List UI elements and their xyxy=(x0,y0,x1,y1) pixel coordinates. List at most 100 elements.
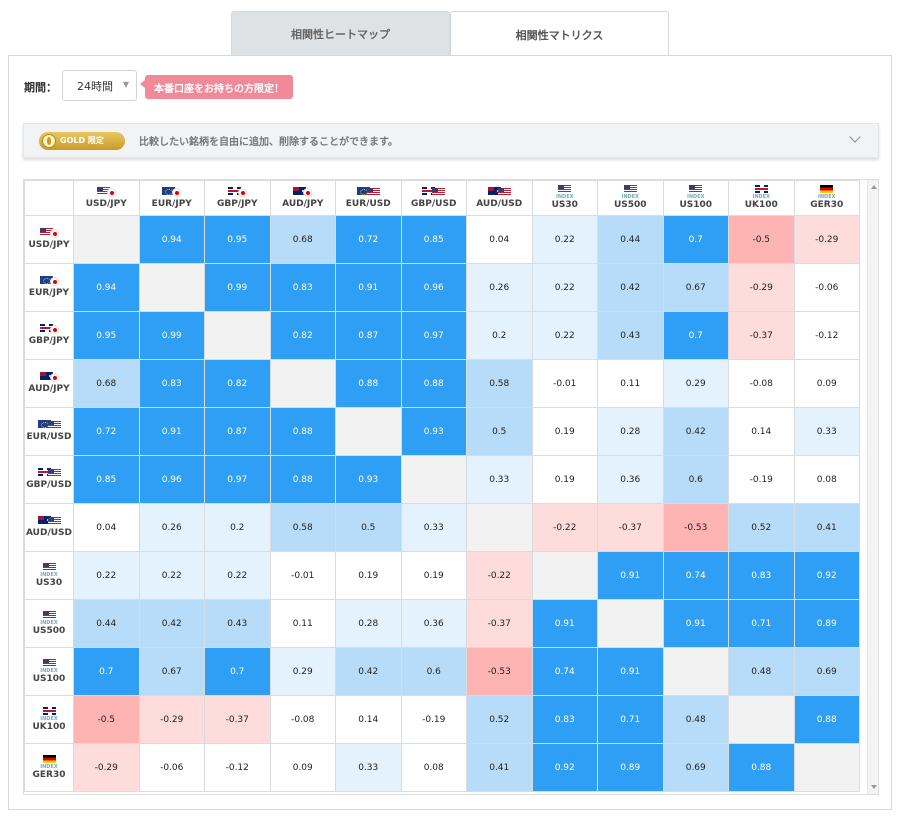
matrix-cell: 0.2 xyxy=(466,311,533,360)
column-header-label: GBP/JPY xyxy=(216,198,258,209)
matrix-cell: 0.04 xyxy=(73,503,140,552)
matrix-cell: 0.83 xyxy=(728,551,795,600)
matrix-cell: -0.29 xyxy=(73,743,140,792)
matrix-cell: 0.33 xyxy=(466,455,533,504)
matrix-cell: 0.19 xyxy=(400,551,467,600)
instrument-sub: INDEX xyxy=(40,571,58,578)
matrix-cell: 0.93 xyxy=(335,455,402,504)
flag-icon xyxy=(39,372,59,382)
table-row: EUR/JPY 0.94 0.99 0.83 0.91 0.96 0.26 0.22 0.42 0… xyxy=(24,263,860,312)
matrix-cell: 0.71 xyxy=(728,599,795,648)
matrix-cell: 0.88 xyxy=(400,359,467,408)
column-header-label: EUR/JPY xyxy=(151,198,192,209)
vertical-scrollbar[interactable] xyxy=(867,180,878,794)
flag-icon xyxy=(487,186,511,196)
matrix-cell: 0.14 xyxy=(335,695,402,744)
period-select[interactable]: 24時間 ▼ xyxy=(62,70,137,101)
matrix-cell: 0.83 xyxy=(531,695,598,744)
matrix-cell: 0.11 xyxy=(597,359,664,408)
scroll-down-icon[interactable] xyxy=(871,785,877,789)
row-header-label: GER30 xyxy=(32,769,66,780)
matrix-cell: 0.88 xyxy=(269,407,336,456)
matrix-cell: -0.37 xyxy=(204,695,271,744)
matrix-cell-diagonal xyxy=(728,695,795,744)
matrix-cell: 0.69 xyxy=(662,743,729,792)
matrix-cell: 0.48 xyxy=(728,647,795,696)
tab-heatmap[interactable]: 相関性ヒートマップ xyxy=(231,11,450,56)
matrix-cell: 0.85 xyxy=(400,215,467,264)
column-header-label: GBP/USD xyxy=(411,198,457,209)
matrix-cell: 0.26 xyxy=(138,503,205,552)
instrument-sub: INDEX xyxy=(621,194,639,200)
matrix-cell: -0.37 xyxy=(597,503,664,552)
matrix-cell: -0.01 xyxy=(269,551,336,600)
matrix-cell: 0.42 xyxy=(662,407,729,456)
matrix-cell: 0.43 xyxy=(204,599,271,648)
row-header: EUR/USD xyxy=(24,407,74,456)
column-header-label: US30 xyxy=(551,200,578,210)
matrix-cell: 0.7 xyxy=(662,311,729,360)
row-header: INDEX GER30 xyxy=(24,743,74,792)
flag-icon xyxy=(37,420,61,429)
matrix-cell: 0.22 xyxy=(204,551,271,600)
matrix-cell: 0.33 xyxy=(400,503,467,552)
matrix-cell: 0.09 xyxy=(793,359,860,408)
matrix-cell: 0.83 xyxy=(138,359,205,408)
matrix-cell: 0.33 xyxy=(793,407,860,456)
flag-icon xyxy=(39,276,59,286)
row-header-label: GBP/USD xyxy=(26,480,72,490)
matrix-cell: 0.14 xyxy=(728,407,795,456)
matrix-cell-diagonal xyxy=(597,599,664,648)
matrix-cell-diagonal xyxy=(793,743,860,792)
matrix-cell-diagonal xyxy=(73,215,140,264)
row-header: INDEX US100 xyxy=(24,647,74,696)
table-row: INDEX US500 0.44 0.42 0.43 0.11 0.28 0.36 -0.37 0… xyxy=(24,599,860,648)
row-header-label: UK100 xyxy=(32,721,66,732)
flag-icon xyxy=(558,185,572,194)
matrix-cell: 0.87 xyxy=(335,311,402,360)
matrix-cell: 0.95 xyxy=(204,215,271,264)
tab-matrix[interactable]: 相関性マトリクス xyxy=(450,11,669,57)
table-row: USD/JPY 0.94 0.95 0.68 0.72 0.85 0.04 0.22 0.44 0… xyxy=(24,215,860,264)
row-header-label: US500 xyxy=(32,625,66,636)
matrix-cell: -0.5 xyxy=(73,695,140,744)
matrix-cell: 0.88 xyxy=(728,743,795,792)
matrix-cell: -0.53 xyxy=(466,647,533,696)
instrument-sub: INDEX xyxy=(687,194,705,200)
flag-icon xyxy=(623,185,637,194)
flag-icon xyxy=(39,228,59,238)
gold-feature-text: 比較したい銘柄を自由に追加、削除することができます。 xyxy=(139,137,398,148)
column-header: AUD/JPY xyxy=(269,180,336,216)
matrix-cell: 0.93 xyxy=(400,407,467,456)
scroll-up-icon[interactable] xyxy=(871,185,877,189)
matrix-cell: 0.94 xyxy=(73,263,140,312)
matrix-cell: 0.29 xyxy=(662,359,729,408)
chevron-down-icon[interactable] xyxy=(849,131,861,143)
row-header-label: US30 xyxy=(35,577,63,588)
row-header-label: EUR/USD xyxy=(26,432,72,442)
gold-feature-bar[interactable]: GOLD 限定 比較したい銘柄を自由に追加、削除することができます。 xyxy=(23,123,879,158)
table-row: GBP/JPY 0.95 0.99 0.82 0.87 0.97 0.2 0.22 0.43 0.… xyxy=(24,311,860,360)
row-header-label: AUD/USD xyxy=(25,528,72,538)
flag-icon xyxy=(39,324,59,334)
table-row: EUR/USD 0.72 0.91 0.87 0.88 0.93 0.5 0.19 0.28 0.… xyxy=(24,407,860,456)
matrix-cell: 0.36 xyxy=(597,455,664,504)
flag-icon xyxy=(42,610,56,620)
column-header: INDEX US30 xyxy=(531,180,598,216)
matrix-panel: 期間： 24時間 ▼ 本番口座をお持ちの方限定！ GOLD 限定 比較したい銘柄… xyxy=(8,55,892,810)
flag-icon xyxy=(42,658,56,668)
matrix-cell: -0.12 xyxy=(204,743,271,792)
matrix-cell: 0.91 xyxy=(662,599,729,648)
flag-icon xyxy=(37,468,61,477)
matrix-cell: -0.12 xyxy=(793,311,860,360)
matrix-cell: 0.42 xyxy=(597,263,664,312)
matrix-cell: 0.08 xyxy=(793,455,860,504)
table-row: AUD/USD 0.04 0.26 0.2 0.58 0.5 0.33 -0.22 -0.37-… xyxy=(24,503,860,552)
flag-icon xyxy=(37,516,61,525)
matrix-cell: -0.29 xyxy=(728,263,795,312)
table-row: INDEX US30 0.22 0.22 0.22 -0.01 0.19 0.19 -0.22 0… xyxy=(24,551,860,600)
instrument-sub: INDEX xyxy=(40,715,58,722)
matrix-cell: -0.29 xyxy=(138,695,205,744)
row-header: INDEX US30 xyxy=(24,551,74,600)
matrix-cell: 0.92 xyxy=(531,743,598,792)
